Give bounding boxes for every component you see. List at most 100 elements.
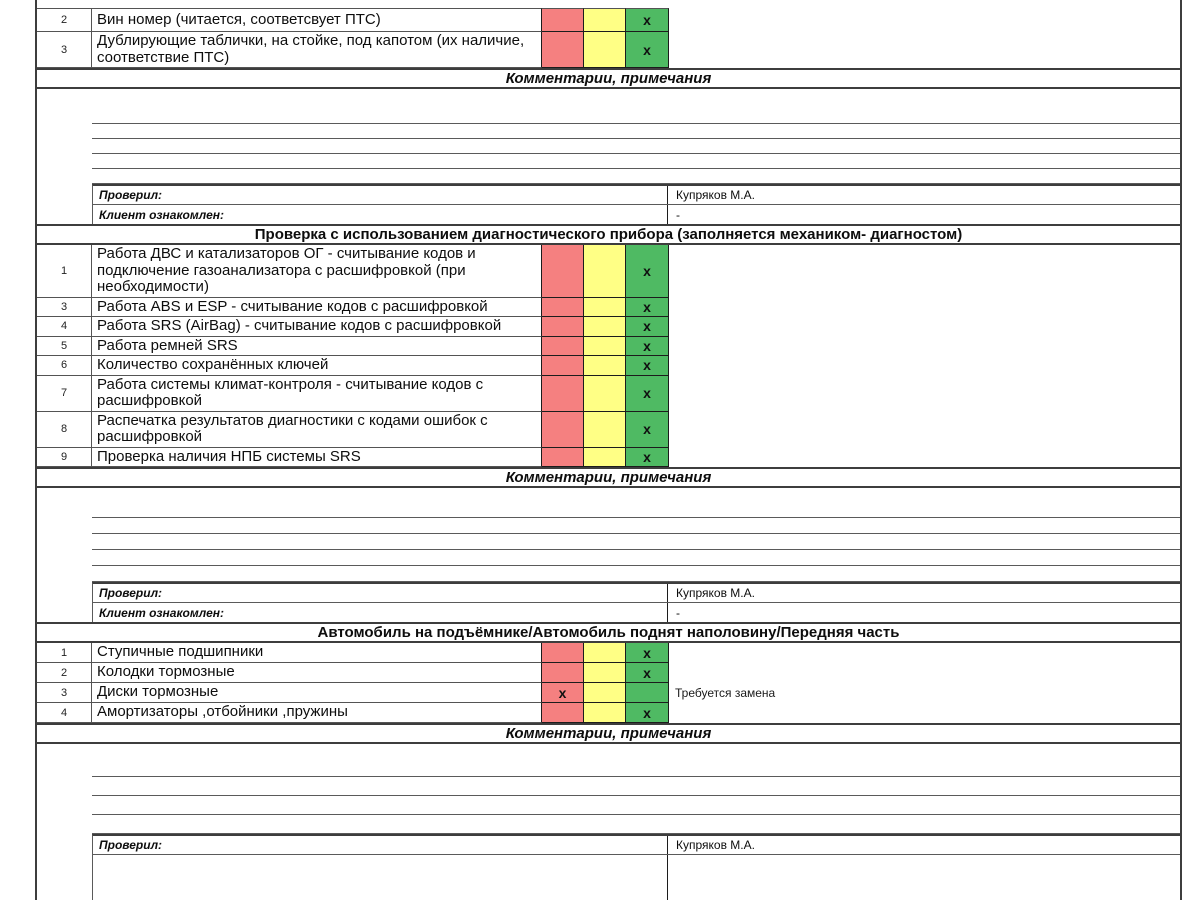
status-cell-good[interactable]: x	[626, 643, 669, 663]
comment-line[interactable]	[92, 815, 1180, 834]
client-label: Клиент ознакомлен:	[93, 205, 668, 224]
status-cell-bad[interactable]	[542, 356, 584, 376]
status-cell-warn[interactable]	[584, 245, 626, 298]
comment-line[interactable]	[92, 154, 1180, 169]
status-cell-bad[interactable]	[542, 32, 584, 68]
row-comment	[669, 376, 1180, 412]
comment-line[interactable]	[92, 796, 1180, 815]
status-cell-good[interactable]	[626, 683, 669, 703]
comment-line[interactable]	[92, 777, 1180, 796]
check-row: 6 Количество сохранённых ключей x	[37, 356, 1180, 376]
row-number: 8	[37, 411, 92, 448]
comment-line[interactable]	[92, 502, 1180, 518]
status-cell-warn[interactable]	[584, 32, 626, 68]
comment-line[interactable]	[92, 124, 1180, 139]
status-cell-bad[interactable]	[542, 245, 584, 298]
comment-line[interactable]	[92, 758, 1180, 777]
status-cell-good[interactable]: x	[626, 663, 669, 683]
status-cell-bad[interactable]	[542, 703, 584, 723]
row-comment	[669, 663, 1180, 683]
status-cell-warn[interactable]	[584, 663, 626, 683]
status-cell-warn[interactable]	[584, 447, 626, 467]
status-cell-good[interactable]: x	[626, 411, 669, 448]
checked-by-value: Купряков М.А.	[676, 586, 755, 600]
comment-line[interactable]	[92, 550, 1180, 566]
status-cell-warn[interactable]	[584, 8, 626, 32]
status-cell-bad[interactable]	[542, 375, 584, 412]
row-number: 7	[37, 375, 92, 412]
status-cell-good[interactable]: x	[626, 297, 669, 317]
comments-gap	[37, 89, 1180, 109]
status-cell-warn[interactable]	[584, 356, 626, 376]
check-mark: x	[643, 448, 651, 465]
check-row: 8 Распечатка результатов диагностики с ко…	[37, 411, 1180, 448]
comment-line[interactable]	[92, 566, 1180, 582]
row-number: 2	[37, 8, 92, 32]
row-comment	[669, 643, 1180, 663]
check-mark: x	[643, 12, 651, 28]
check-mark: x	[643, 704, 651, 721]
row-description: Диски тормозные	[92, 683, 542, 703]
client-acknowledged-row: Клиент ознакомлен: -	[92, 602, 1180, 622]
row-comment: Требуется замена	[675, 686, 776, 700]
comment-line[interactable]	[92, 534, 1180, 550]
status-cell-good[interactable]: x	[626, 375, 669, 412]
status-cell-warn[interactable]	[584, 375, 626, 412]
status-cell-warn[interactable]	[584, 411, 626, 448]
row-number: 1	[37, 245, 92, 298]
row-number: 3	[37, 297, 92, 317]
checked-by-row: Проверил: Купряков М.А.	[92, 834, 1180, 854]
status-cell-good[interactable]: x	[626, 336, 669, 356]
row-comment	[669, 412, 1180, 448]
comment-line[interactable]	[92, 518, 1180, 534]
checked-by-value: Купряков М.А.	[676, 188, 755, 202]
status-cell-good[interactable]: x	[626, 8, 669, 32]
check-row: 3 Диски тормозные x Требуется замена	[37, 683, 1180, 703]
row-number: 3	[37, 32, 92, 68]
checked-by-row: Проверил: Купряков М.А.	[92, 184, 1180, 204]
row-comment	[669, 298, 1180, 318]
status-cell-warn[interactable]	[584, 297, 626, 317]
check-mark: x	[643, 385, 651, 401]
check-mark: x	[643, 41, 651, 58]
status-cell-bad[interactable]	[542, 411, 584, 448]
check-row: 9 Проверка наличия НПБ системы SRS x	[37, 447, 1180, 467]
status-cell-bad[interactable]	[542, 8, 584, 32]
status-cell-bad[interactable]: x	[542, 683, 584, 703]
check-row: 3 Дублирующие таблички, на стойке, под ка…	[37, 32, 1180, 68]
row-description: Ступичные подшипники	[92, 643, 542, 663]
row-comment	[669, 245, 1180, 298]
check-mark: x	[643, 357, 651, 374]
check-mark: x	[643, 421, 651, 437]
row-description: Работа SRS (AirBag) - считывание кодов с…	[92, 317, 542, 337]
status-cell-warn[interactable]	[584, 336, 626, 356]
status-cell-bad[interactable]	[542, 336, 584, 356]
comment-line[interactable]	[92, 169, 1180, 184]
status-cell-bad[interactable]	[542, 643, 584, 663]
client-value: -	[676, 207, 680, 222]
check-mark: x	[643, 262, 651, 279]
status-cell-good[interactable]: x	[626, 356, 669, 376]
comment-line[interactable]	[92, 139, 1180, 154]
status-cell-warn[interactable]	[584, 683, 626, 703]
row-description: Вин номер (читается, соответсвует ПТС)	[92, 8, 542, 32]
status-cell-good[interactable]: x	[626, 245, 669, 298]
check-mark: x	[643, 318, 651, 335]
comment-line[interactable]	[92, 109, 1180, 124]
row-description: Амортизаторы ,отбойники ,пружины	[92, 703, 542, 723]
row-description: Количество сохранённых ключей	[92, 356, 542, 376]
status-cell-warn[interactable]	[584, 703, 626, 723]
status-cell-good[interactable]: x	[626, 317, 669, 337]
status-cell-warn[interactable]	[584, 317, 626, 337]
status-cell-bad[interactable]	[542, 663, 584, 683]
status-cell-bad[interactable]	[542, 297, 584, 317]
status-cell-good[interactable]: x	[626, 703, 669, 723]
row-comment	[669, 317, 1180, 337]
status-cell-warn[interactable]	[584, 643, 626, 663]
status-cell-good[interactable]: x	[626, 447, 669, 467]
status-cell-bad[interactable]	[542, 317, 584, 337]
comments-header: Комментарии, примечания	[37, 467, 1180, 488]
row-description: Дублирующие таблички, на стойке, под кап…	[92, 32, 542, 68]
status-cell-good[interactable]: x	[626, 32, 669, 68]
status-cell-bad[interactable]	[542, 447, 584, 467]
